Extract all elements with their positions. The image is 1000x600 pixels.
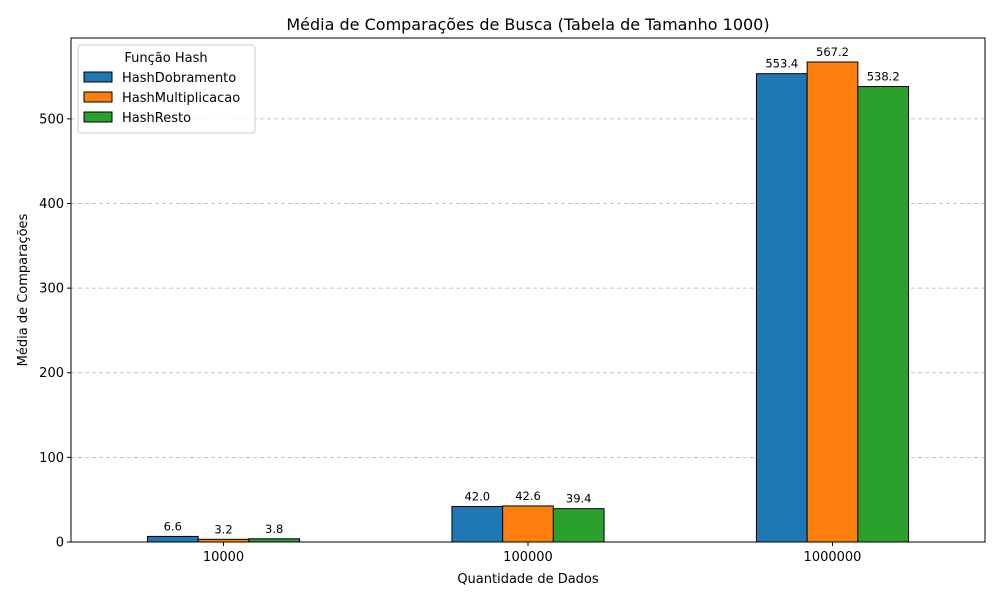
y-tick-label: 500 bbox=[39, 112, 64, 127]
bar-value-label: 553.4 bbox=[765, 57, 798, 71]
y-tick-label: 0 bbox=[56, 536, 64, 551]
bar-value-label: 39.4 bbox=[566, 492, 592, 506]
bar-value-label: 3.2 bbox=[214, 522, 232, 536]
bar-HashResto bbox=[552, 508, 605, 543]
legend-entry: HashMultiplicacao bbox=[122, 91, 240, 106]
y-tick-label: 200 bbox=[39, 366, 64, 381]
bars: 6.6 42.0 553.4 3.2 42.6 567.2 3.8 39.4 538.2 bbox=[146, 45, 910, 543]
bar-value-label: 567.2 bbox=[816, 45, 849, 59]
legend-entry: HashDobramento bbox=[122, 71, 236, 86]
bar-value-label: 6.6 bbox=[164, 519, 182, 533]
x-axis-ticks: 10000 100000 1000000 bbox=[203, 542, 862, 565]
bar-HashMultiplicacao bbox=[502, 505, 554, 543]
bar-value-label: 3.8 bbox=[265, 522, 283, 536]
bar-HashResto bbox=[857, 86, 910, 543]
bar-HashDobramento bbox=[755, 73, 808, 543]
legend-swatch bbox=[83, 71, 113, 83]
x-tick-label: 10000 bbox=[203, 550, 244, 565]
legend-entry: HashResto bbox=[122, 111, 191, 126]
legend-title: Função Hash bbox=[124, 51, 207, 66]
bar-HashDobramento bbox=[146, 535, 199, 543]
legend-swatch bbox=[83, 91, 113, 103]
legend-box bbox=[77, 44, 256, 134]
bar-value-label: 42.6 bbox=[515, 489, 541, 503]
bar-value-label: 538.2 bbox=[867, 70, 900, 84]
y-axis-ticks: 0 100 200 300 400 500 bbox=[39, 112, 71, 551]
legend-swatch bbox=[83, 111, 113, 123]
y-tick-label: 400 bbox=[39, 197, 64, 212]
bar-value-label: 42.0 bbox=[464, 489, 490, 503]
x-tick-label: 1000000 bbox=[804, 550, 862, 565]
y-tick-label: 100 bbox=[39, 451, 64, 466]
y-axis-label: Média de Comparações bbox=[16, 213, 31, 366]
legend: Função Hash HashDobramento HashMultiplica… bbox=[77, 44, 256, 134]
bar-HashMultiplicacao bbox=[806, 61, 859, 543]
bar-HashDobramento bbox=[451, 505, 504, 543]
x-axis-label: Quantidade de Dados bbox=[457, 572, 599, 587]
y-tick-label: 300 bbox=[39, 282, 64, 297]
x-tick-label: 100000 bbox=[503, 550, 553, 565]
chart-title: Média de Comparações de Busca (Tabela de… bbox=[286, 15, 769, 34]
